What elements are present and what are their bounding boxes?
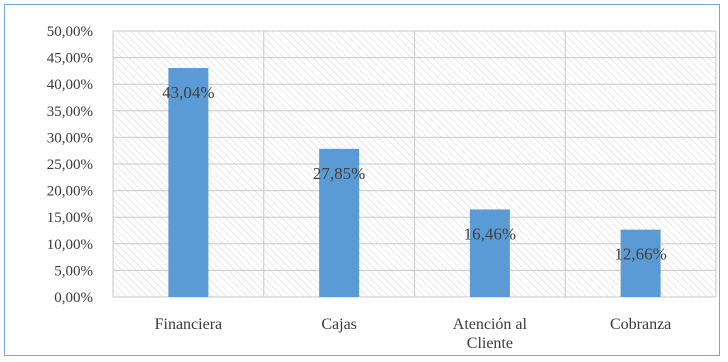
y-tick-label: 40,00% (47, 77, 93, 93)
x-category-label: Cajas (321, 316, 357, 333)
bar (319, 148, 360, 297)
y-axis-ticks: 0,00% 5,00% 10,00% 15,00% 20,00% 25,00% 30,00%… (47, 24, 93, 306)
bars (168, 68, 661, 298)
x-category-line: Cajas (321, 316, 357, 333)
y-tick-label: 30,00% (47, 130, 93, 146)
x-category-label: Cobranza (610, 316, 671, 333)
x-axis-categories: Financiera Cajas Atención al Cliente Cobranz… (155, 316, 672, 352)
data-label: 12,66% (614, 245, 666, 264)
y-tick-label: 5,00% (54, 263, 93, 279)
y-tick-label: 15,00% (47, 210, 93, 226)
y-tick-label: 50,00% (47, 24, 93, 40)
y-tick-label: 35,00% (47, 104, 93, 120)
data-label: 16,46% (464, 224, 516, 243)
x-category-label: Financiera (155, 316, 223, 333)
bar (168, 68, 209, 298)
data-labels: 43,04% 27,85% 16,46% 12,66% (162, 83, 667, 264)
y-tick-label: 45,00% (47, 51, 93, 67)
data-label: 27,85% (313, 164, 365, 183)
bar (620, 229, 661, 297)
data-label: 43,04% (162, 83, 214, 102)
y-tick-label: 0,00% (54, 290, 93, 306)
gridlines (112, 30, 717, 298)
bar (469, 209, 510, 297)
y-tick-label: 25,00% (47, 157, 93, 173)
x-category-line: Financiera (155, 316, 223, 333)
x-category-label: Atención al Cliente (453, 316, 528, 352)
x-category-line: Cliente (467, 335, 513, 352)
x-category-line: Atención al (453, 316, 528, 333)
x-category-line: Cobranza (610, 316, 671, 333)
y-tick-label: 20,00% (47, 184, 93, 200)
y-tick-label: 10,00% (47, 237, 93, 253)
